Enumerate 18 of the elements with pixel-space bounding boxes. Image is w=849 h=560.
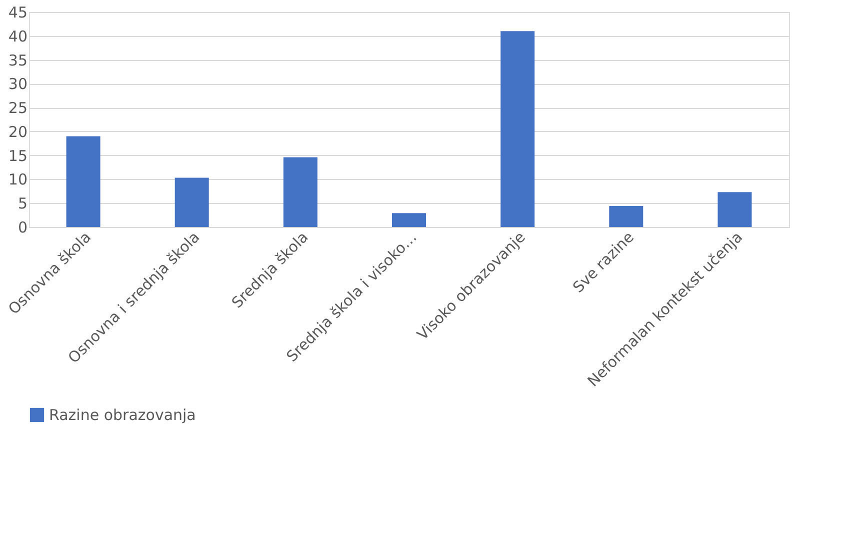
y-tick-label: 20	[8, 122, 28, 141]
y-tick-label: 15	[8, 146, 28, 165]
bar	[718, 192, 752, 227]
y-tick-label: 40	[8, 27, 28, 46]
legend-label: Razine obrazovanja	[49, 406, 196, 424]
bar	[66, 136, 100, 227]
y-tick-label: 0	[18, 218, 28, 236]
bar	[174, 178, 209, 227]
y-tick-label: 45	[8, 4, 28, 22]
y-tick-label: 10	[8, 170, 28, 189]
bar	[392, 213, 426, 227]
y-tick-label: 5	[18, 194, 28, 213]
y-tick-label: 30	[8, 75, 28, 94]
bar	[500, 31, 535, 227]
bar	[283, 157, 318, 227]
bar	[609, 206, 644, 227]
y-tick-label: 35	[8, 51, 28, 70]
y-tick-label: 25	[8, 99, 28, 118]
